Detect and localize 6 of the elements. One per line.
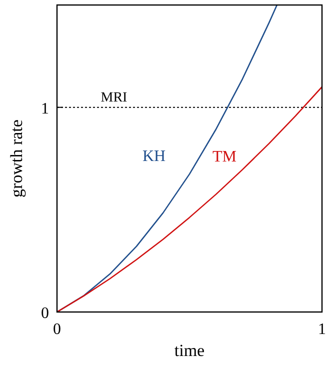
series-label: KH [142,148,166,166]
series-label: TM [212,148,236,166]
ref-line-label: MRI [100,90,128,106]
x-axis-title: time [174,341,205,360]
line-series [57,86,322,312]
y-axis-title: growth rate [7,120,26,198]
